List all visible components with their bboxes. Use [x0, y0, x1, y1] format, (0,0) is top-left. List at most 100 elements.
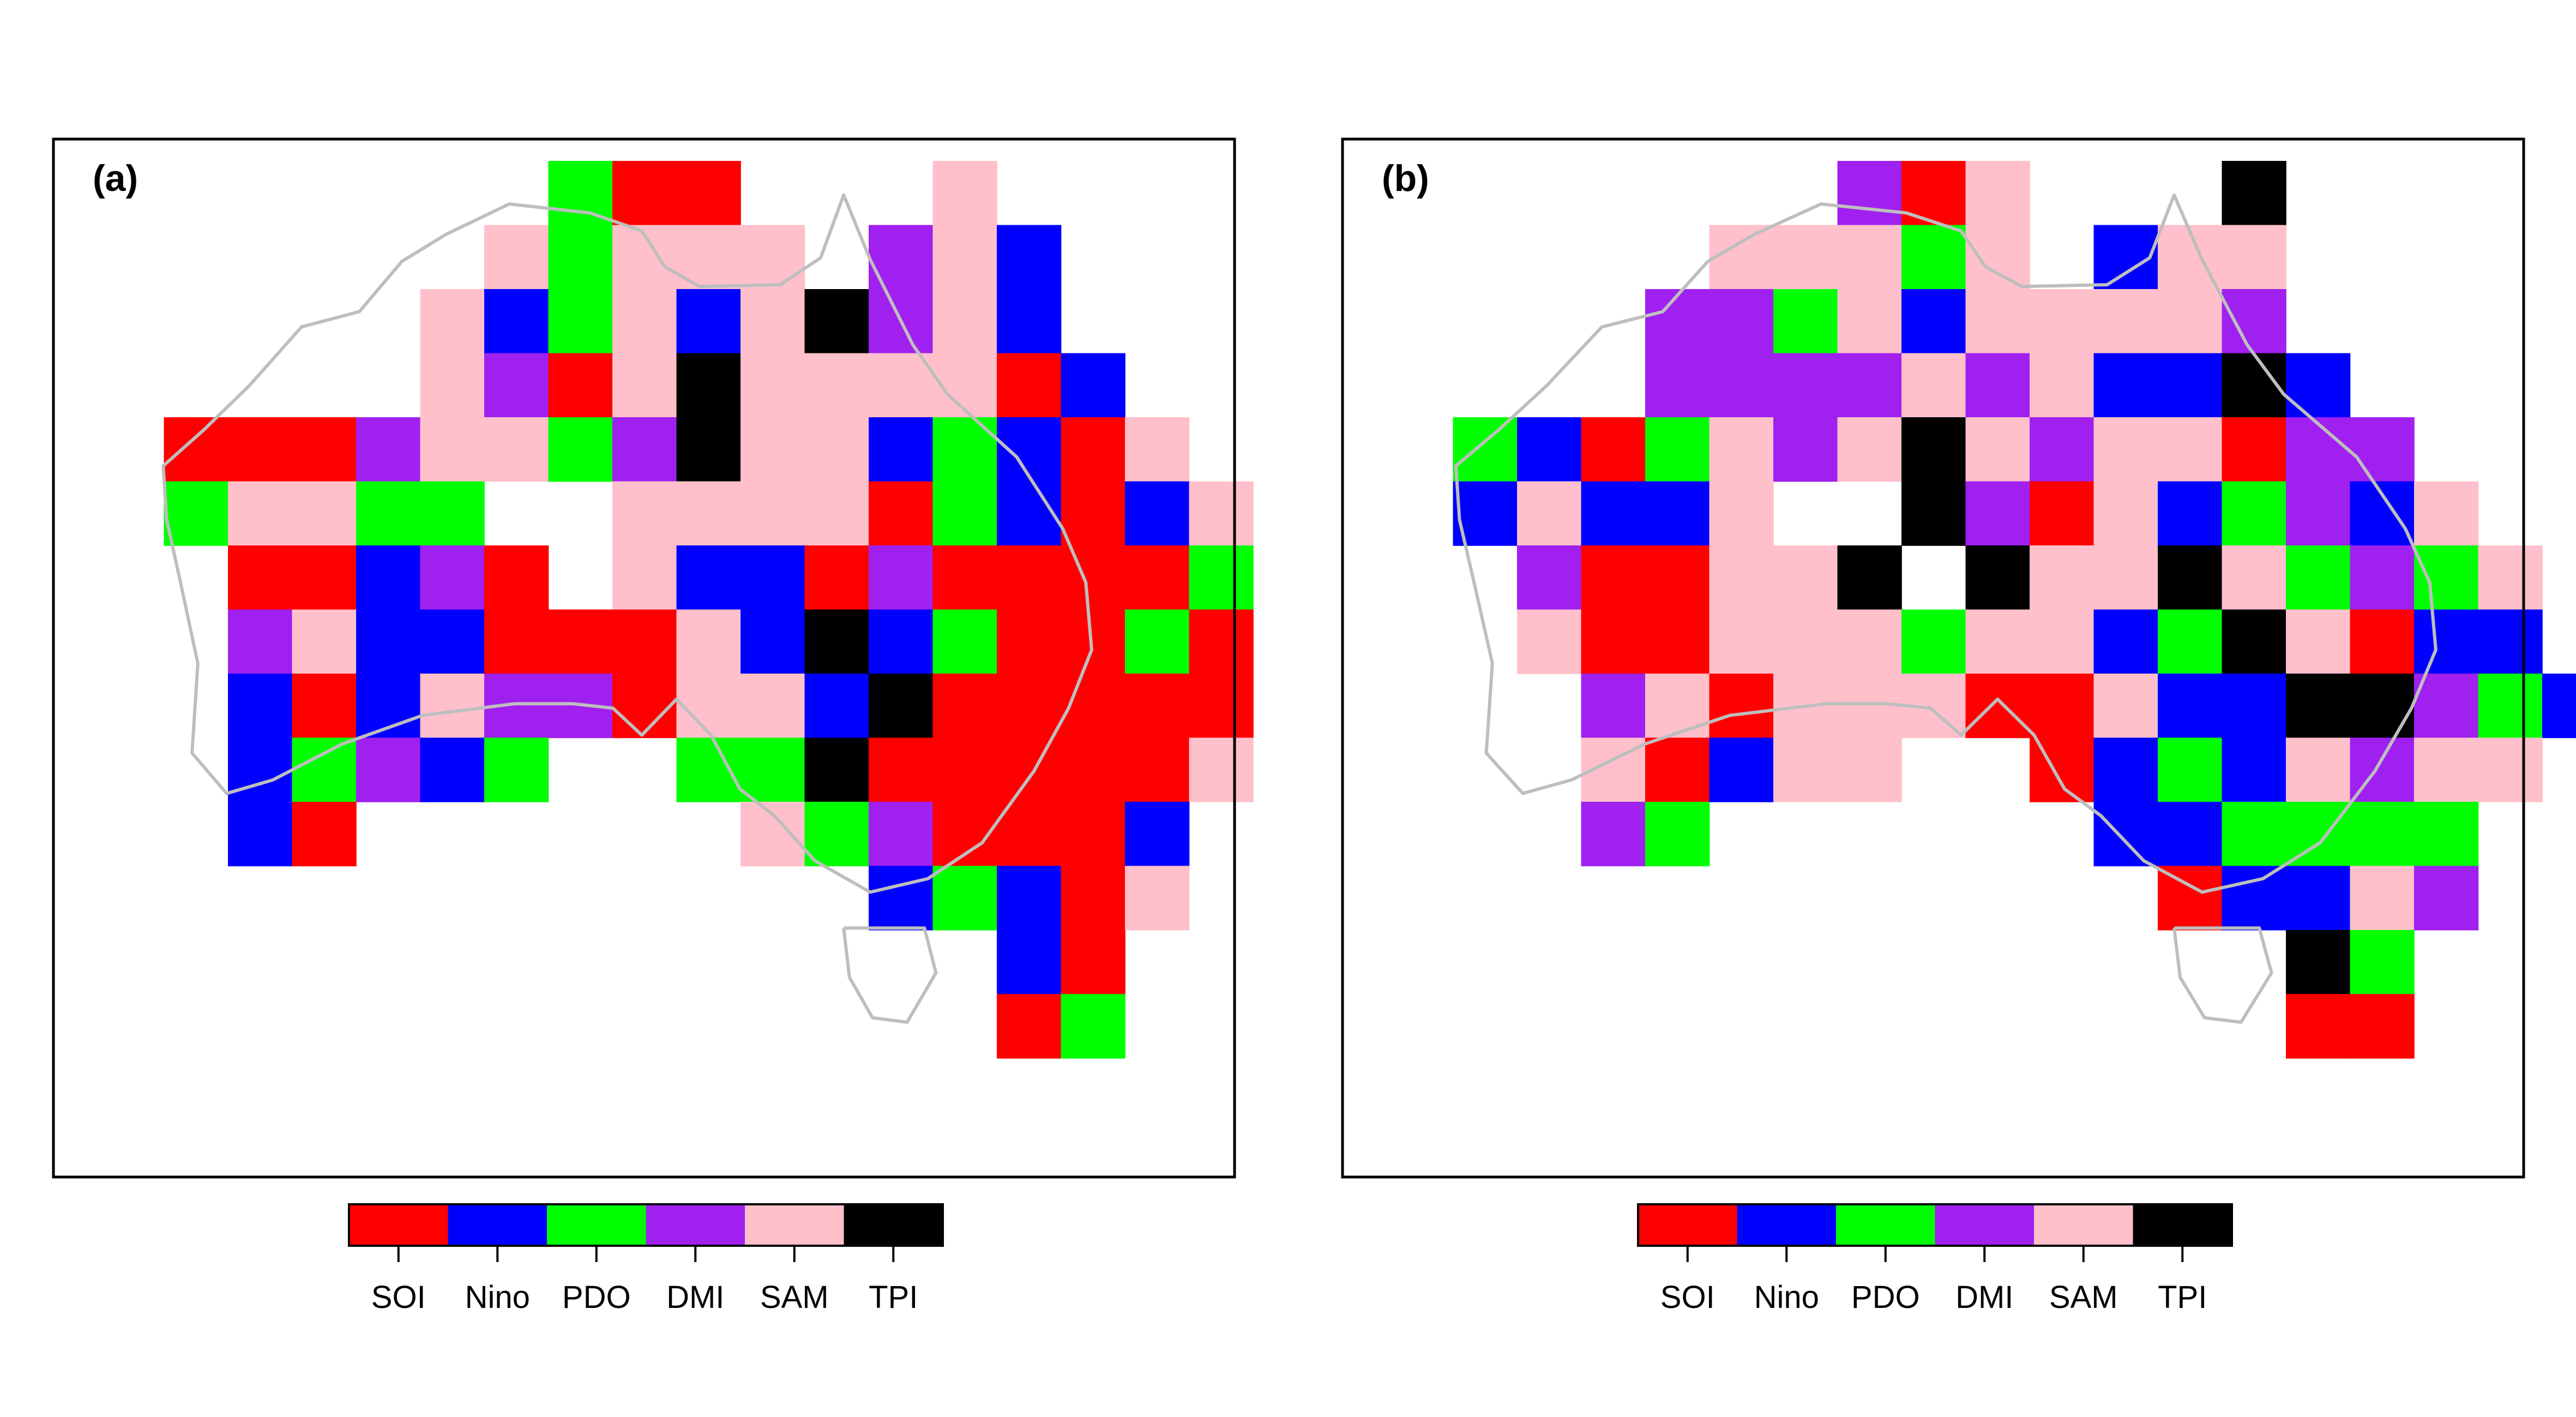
grid-cell-sam: [2222, 545, 2286, 610]
grid-cell-soi: [548, 353, 613, 418]
legend-label-tpi: TPI: [2158, 1280, 2207, 1315]
grid-cell-tpi: [1837, 545, 1902, 610]
grid-cell-soi: [2350, 994, 2415, 1059]
grid-cell-nino: [804, 674, 869, 738]
grid-cell-sam: [1965, 225, 2030, 290]
grid-cell-soi: [1645, 737, 1710, 802]
grid-cell-nino: [2158, 802, 2223, 867]
grid-cell-nino: [2093, 737, 2158, 802]
grid-cell-pdo: [932, 481, 997, 546]
grid-cell-nino: [997, 481, 1062, 546]
grid-cell-nino: [869, 866, 934, 930]
grid-cell-pdo: [548, 225, 613, 290]
grid-cell-sam: [1773, 225, 1838, 290]
grid-cell-sam: [484, 225, 549, 290]
grid-cell-soi: [292, 417, 357, 482]
grid-cell-sam: [932, 289, 997, 354]
grid-cell-soi: [1061, 674, 1126, 738]
grid-cell-soi: [1125, 674, 1190, 738]
grid-cell-soi: [1061, 609, 1126, 674]
grid-cell-sam: [741, 289, 805, 354]
grid-cell-dmi: [1645, 353, 1710, 418]
grid-cell-nino: [2222, 674, 2286, 738]
legend-swatch-sam: [2034, 1204, 2133, 1246]
grid-cell-pdo: [2286, 802, 2351, 867]
grid-cell-dmi: [1773, 353, 1838, 418]
legend-label-dmi: DMI: [1955, 1280, 2013, 1315]
grid-cell-soi: [1061, 417, 1126, 482]
grid-cell-pdo: [932, 609, 997, 674]
grid-cell-pdo: [2286, 545, 2351, 610]
grid-cell-sam: [1517, 481, 1582, 546]
grid-cell-sam: [1189, 481, 1254, 546]
grid-cell-dmi: [869, 545, 934, 610]
grid-cell-soi: [1189, 674, 1254, 738]
grid-cell-sam: [2030, 289, 2094, 354]
grid-cell-soi: [997, 545, 1062, 610]
grid-cell-sam: [1837, 417, 1902, 482]
grid-cell-dmi: [2222, 289, 2286, 354]
grid-cell-pdo: [1061, 994, 1126, 1059]
grid-cell-nino: [997, 289, 1062, 354]
grid-cell-sam: [1773, 545, 1838, 610]
legend-swatch-sam: [745, 1204, 844, 1246]
grid-cell-pdo: [548, 161, 613, 226]
grid-cell-nino: [2093, 609, 2158, 674]
grid-cell-dmi: [2350, 545, 2415, 610]
grid-cell-tpi: [676, 353, 741, 418]
grid-cell-dmi: [356, 417, 421, 482]
grid-cell-sam: [2093, 481, 2158, 546]
grid-cell-pdo: [548, 289, 613, 354]
grid-cell-sam: [676, 481, 741, 546]
grid-cell-sam: [1965, 161, 2030, 226]
grid-cell-nino: [1125, 802, 1190, 867]
grid-cell-sam: [1709, 609, 1774, 674]
grid-cell-dmi: [1645, 289, 1710, 354]
grid-cell-sam: [1125, 417, 1190, 482]
grid-cell-pdo: [548, 417, 613, 482]
grid-cell-soi: [997, 994, 1062, 1059]
grid-cell-nino: [420, 737, 485, 802]
tasmania-outline: [842, 926, 938, 1024]
grid-cell-dmi: [2414, 674, 2479, 738]
grid-cell-pdo: [1901, 609, 1966, 674]
grid-cell-soi: [484, 545, 549, 610]
grid-cell-pdo: [932, 417, 997, 482]
grid-cell-dmi: [1517, 545, 1582, 610]
grid-cell-nino: [2222, 866, 2286, 930]
grid-cell-sam: [1837, 289, 1902, 354]
grid-cell-soi: [1061, 866, 1126, 930]
legend-label-soi: SOI: [371, 1280, 426, 1315]
grid-cell-nino: [997, 930, 1062, 995]
grid-cell-soi: [1125, 545, 1190, 610]
grid-cell-dmi: [2350, 417, 2415, 482]
grid-cell-nino: [2093, 353, 2158, 418]
grid-cell-nino: [356, 545, 421, 610]
grid-cell-dmi: [2030, 417, 2094, 482]
grid-cell-sam: [676, 674, 741, 738]
legend-swatch-dmi: [1935, 1204, 2035, 1246]
grid-cell-sam: [932, 353, 997, 418]
grid-cell-nino: [1901, 289, 1966, 354]
grid-cell-soi: [869, 737, 934, 802]
grid-cell-sam: [741, 802, 805, 867]
grid-cell-soi: [932, 545, 997, 610]
grid-cell-pdo: [484, 737, 549, 802]
grid-cell-sam: [2030, 609, 2094, 674]
grid-cell-nino: [741, 545, 805, 610]
grid-cell-sam: [741, 353, 805, 418]
grid-cell-dmi: [356, 737, 421, 802]
legend-border: [348, 1203, 944, 1247]
panel-label: (a): [93, 158, 138, 199]
grid-cell-dmi: [869, 225, 934, 290]
grid-cell-sam: [420, 353, 485, 418]
grid-cell-sam: [1901, 353, 1966, 418]
grid-cell-dmi: [420, 545, 485, 610]
grid-cell-pdo: [2350, 930, 2415, 995]
grid-cell-pdo: [292, 737, 357, 802]
grid-cell-soi: [1061, 930, 1126, 995]
legend-swatch-tpi: [2133, 1204, 2232, 1246]
legend-swatch-nino: [448, 1204, 547, 1246]
grid-cell-sam: [869, 353, 934, 418]
grid-cell-pdo: [2158, 609, 2223, 674]
